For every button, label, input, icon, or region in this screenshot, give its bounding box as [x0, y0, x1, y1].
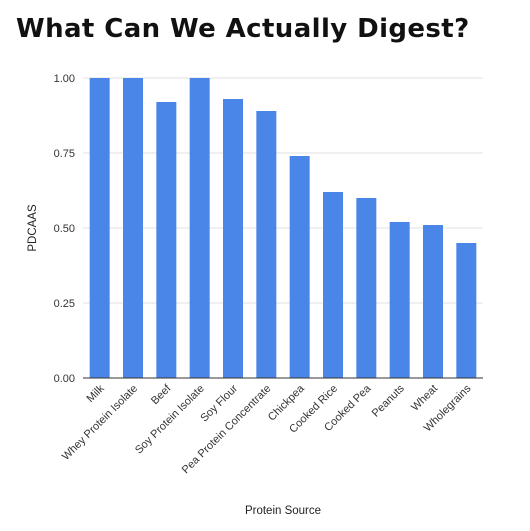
- y-tick-label: 1.00: [54, 73, 75, 85]
- bar: [456, 243, 477, 378]
- bar: [356, 198, 377, 378]
- y-tick-label: 0.25: [54, 298, 75, 310]
- y-axis-ticks: 0.00 0.25 0.50 0.75 1.00: [54, 73, 75, 385]
- x-tick-label: Wheat: [409, 383, 440, 414]
- x-tick-label: Beef: [149, 382, 174, 407]
- y-tick-label: 0.00: [54, 373, 75, 385]
- bar: [123, 78, 143, 378]
- bars: [89, 78, 477, 378]
- gridlines: [83, 77, 483, 304]
- bar: [223, 99, 243, 378]
- bar: [389, 222, 410, 378]
- bar: [189, 78, 210, 378]
- bar: [323, 192, 343, 378]
- bar: [156, 102, 177, 378]
- x-axis-title: Protein Source: [245, 505, 321, 517]
- y-axis-title: PDCAAS: [27, 204, 39, 252]
- x-tick-label: Milk: [84, 382, 107, 405]
- bar: [289, 156, 310, 378]
- x-tick-label: Peanuts: [370, 382, 407, 419]
- y-tick-label: 0.50: [54, 223, 75, 235]
- page-title: What Can We Actually Digest?: [16, 14, 470, 44]
- y-tick-label: 0.75: [54, 148, 75, 160]
- bar: [423, 225, 443, 378]
- bar: [256, 111, 277, 378]
- bar: [89, 78, 110, 378]
